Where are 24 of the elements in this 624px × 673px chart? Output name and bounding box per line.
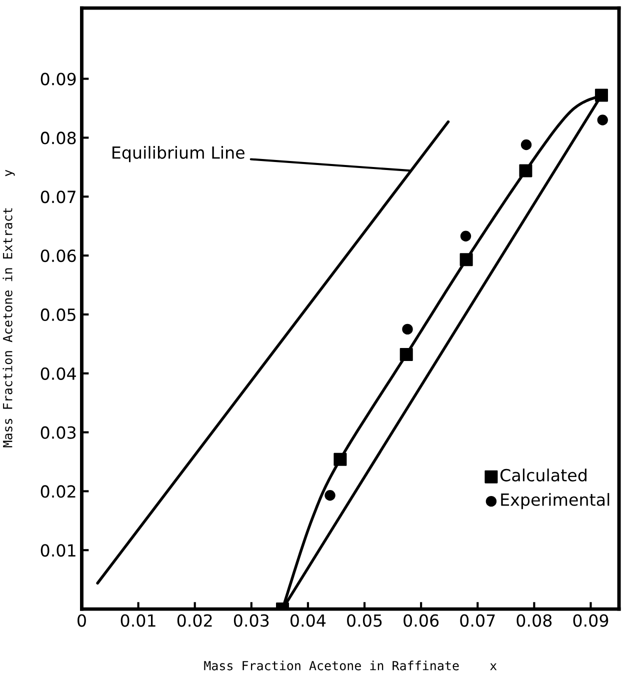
- legend-label: Experimental: [501, 493, 610, 510]
- x-tick-label: 0.08: [516, 614, 552, 627]
- x-tick-label: 0.06: [404, 614, 439, 627]
- x-tick-label: 0: [78, 614, 86, 627]
- x-tick-label: 0.01: [120, 614, 156, 627]
- annotation: Equilibrium Line: [112, 146, 244, 162]
- y-tick-label: 0.06: [40, 250, 76, 262]
- y-tick-label: 0.02: [40, 485, 76, 498]
- legend-label: Calculated: [500, 468, 586, 482]
- y-tick-label: 0.04: [40, 367, 76, 380]
- y-tick-label: 0.09: [40, 72, 76, 86]
- x-tick-label: 0.03: [234, 614, 269, 627]
- x-axis-title: Mass Fraction Acetone in Raffinate x: [204, 660, 497, 670]
- y-tick-label: 0.01: [40, 544, 76, 557]
- y-tick-label: 0.07: [40, 190, 76, 204]
- y-tick-label: 0.05: [40, 308, 76, 322]
- y-axis-title: Mass Fraction Acetone in Extract y: [2, 170, 15, 448]
- x-tick-label: 0.02: [177, 614, 212, 627]
- y-tick-label: 0.03: [40, 426, 76, 439]
- y-tick-label: 0.08: [40, 132, 76, 144]
- x-tick-label: 0.05: [347, 614, 382, 627]
- x-tick-label: 0.04: [290, 614, 326, 627]
- x-tick-label: 0.07: [460, 614, 495, 627]
- x-tick-label: 0.09: [573, 614, 608, 627]
